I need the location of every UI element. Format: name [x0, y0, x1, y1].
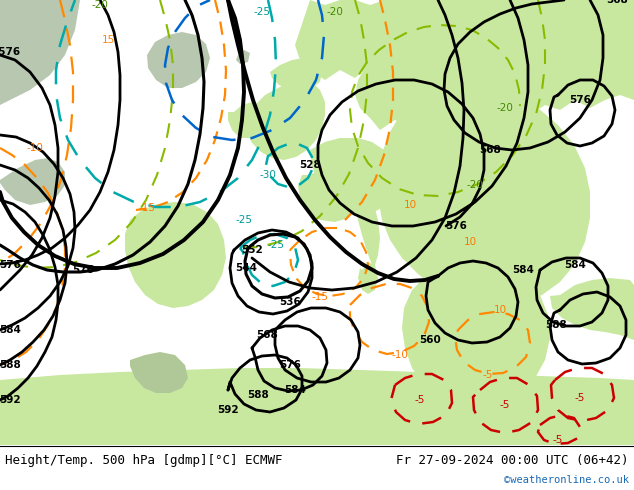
- Polygon shape: [270, 58, 322, 92]
- Text: -576: -576: [0, 47, 21, 57]
- Text: 536: 536: [279, 297, 301, 307]
- Text: -20: -20: [91, 0, 108, 10]
- Text: 568: 568: [256, 330, 278, 340]
- Polygon shape: [298, 165, 362, 222]
- Text: -15: -15: [138, 203, 155, 213]
- Polygon shape: [0, 158, 65, 205]
- Text: 10: 10: [493, 305, 507, 315]
- Text: -25: -25: [254, 7, 271, 17]
- Polygon shape: [378, 85, 590, 306]
- Text: 588: 588: [0, 360, 21, 370]
- Text: 576: 576: [279, 360, 301, 370]
- Text: 552: 552: [241, 245, 263, 255]
- Text: 528: 528: [299, 160, 321, 170]
- Text: -15: -15: [311, 292, 328, 302]
- Text: -10: -10: [392, 350, 408, 360]
- Text: 544: 544: [235, 263, 257, 273]
- Text: 10: 10: [403, 200, 417, 210]
- Text: 584: 584: [512, 265, 534, 275]
- Text: 584: 584: [564, 260, 586, 270]
- Text: Fr 27-09-2024 00:00 UTC (06+42): Fr 27-09-2024 00:00 UTC (06+42): [396, 454, 629, 466]
- Text: 576: 576: [569, 95, 591, 105]
- Polygon shape: [295, 0, 530, 80]
- Text: -5: -5: [553, 435, 563, 445]
- Text: 568: 568: [606, 0, 628, 5]
- Polygon shape: [236, 50, 250, 64]
- Text: 576: 576: [445, 221, 467, 231]
- Text: 576: 576: [0, 260, 21, 270]
- Text: -20: -20: [467, 180, 484, 190]
- Polygon shape: [358, 262, 378, 294]
- Text: Height/Temp. 500 hPa [gdmp][°C] ECMWF: Height/Temp. 500 hPa [gdmp][°C] ECMWF: [5, 454, 283, 466]
- Text: 588: 588: [247, 390, 269, 400]
- Text: 15: 15: [101, 35, 115, 45]
- Text: -5: -5: [500, 400, 510, 410]
- Text: 10: 10: [463, 237, 477, 247]
- Polygon shape: [550, 278, 634, 340]
- Text: -5: -5: [575, 393, 585, 403]
- Text: 584: 584: [0, 325, 21, 335]
- Text: -25: -25: [268, 240, 285, 250]
- Polygon shape: [125, 202, 226, 308]
- Text: -30: -30: [259, 170, 276, 180]
- Polygon shape: [244, 80, 325, 160]
- Polygon shape: [0, 0, 80, 105]
- Text: 592: 592: [217, 405, 239, 415]
- Text: ©weatheronline.co.uk: ©weatheronline.co.uk: [504, 475, 629, 485]
- Polygon shape: [228, 102, 262, 138]
- Text: -20: -20: [327, 7, 344, 17]
- Text: -10: -10: [27, 143, 44, 153]
- Text: 592: 592: [0, 395, 21, 405]
- Polygon shape: [402, 265, 550, 408]
- Polygon shape: [355, 0, 634, 130]
- Text: -5: -5: [415, 395, 425, 405]
- Text: 568: 568: [479, 145, 501, 155]
- Text: -25: -25: [235, 215, 252, 225]
- Polygon shape: [147, 32, 210, 88]
- Polygon shape: [130, 352, 188, 393]
- Text: 576: 576: [72, 265, 94, 275]
- Text: 588: 588: [545, 320, 567, 330]
- Polygon shape: [356, 200, 380, 268]
- Polygon shape: [310, 138, 396, 215]
- Text: 560: 560: [419, 335, 441, 345]
- Polygon shape: [0, 368, 634, 445]
- Text: -5: -5: [483, 370, 493, 380]
- Text: 584: 584: [284, 385, 306, 395]
- Text: -20: -20: [496, 103, 514, 113]
